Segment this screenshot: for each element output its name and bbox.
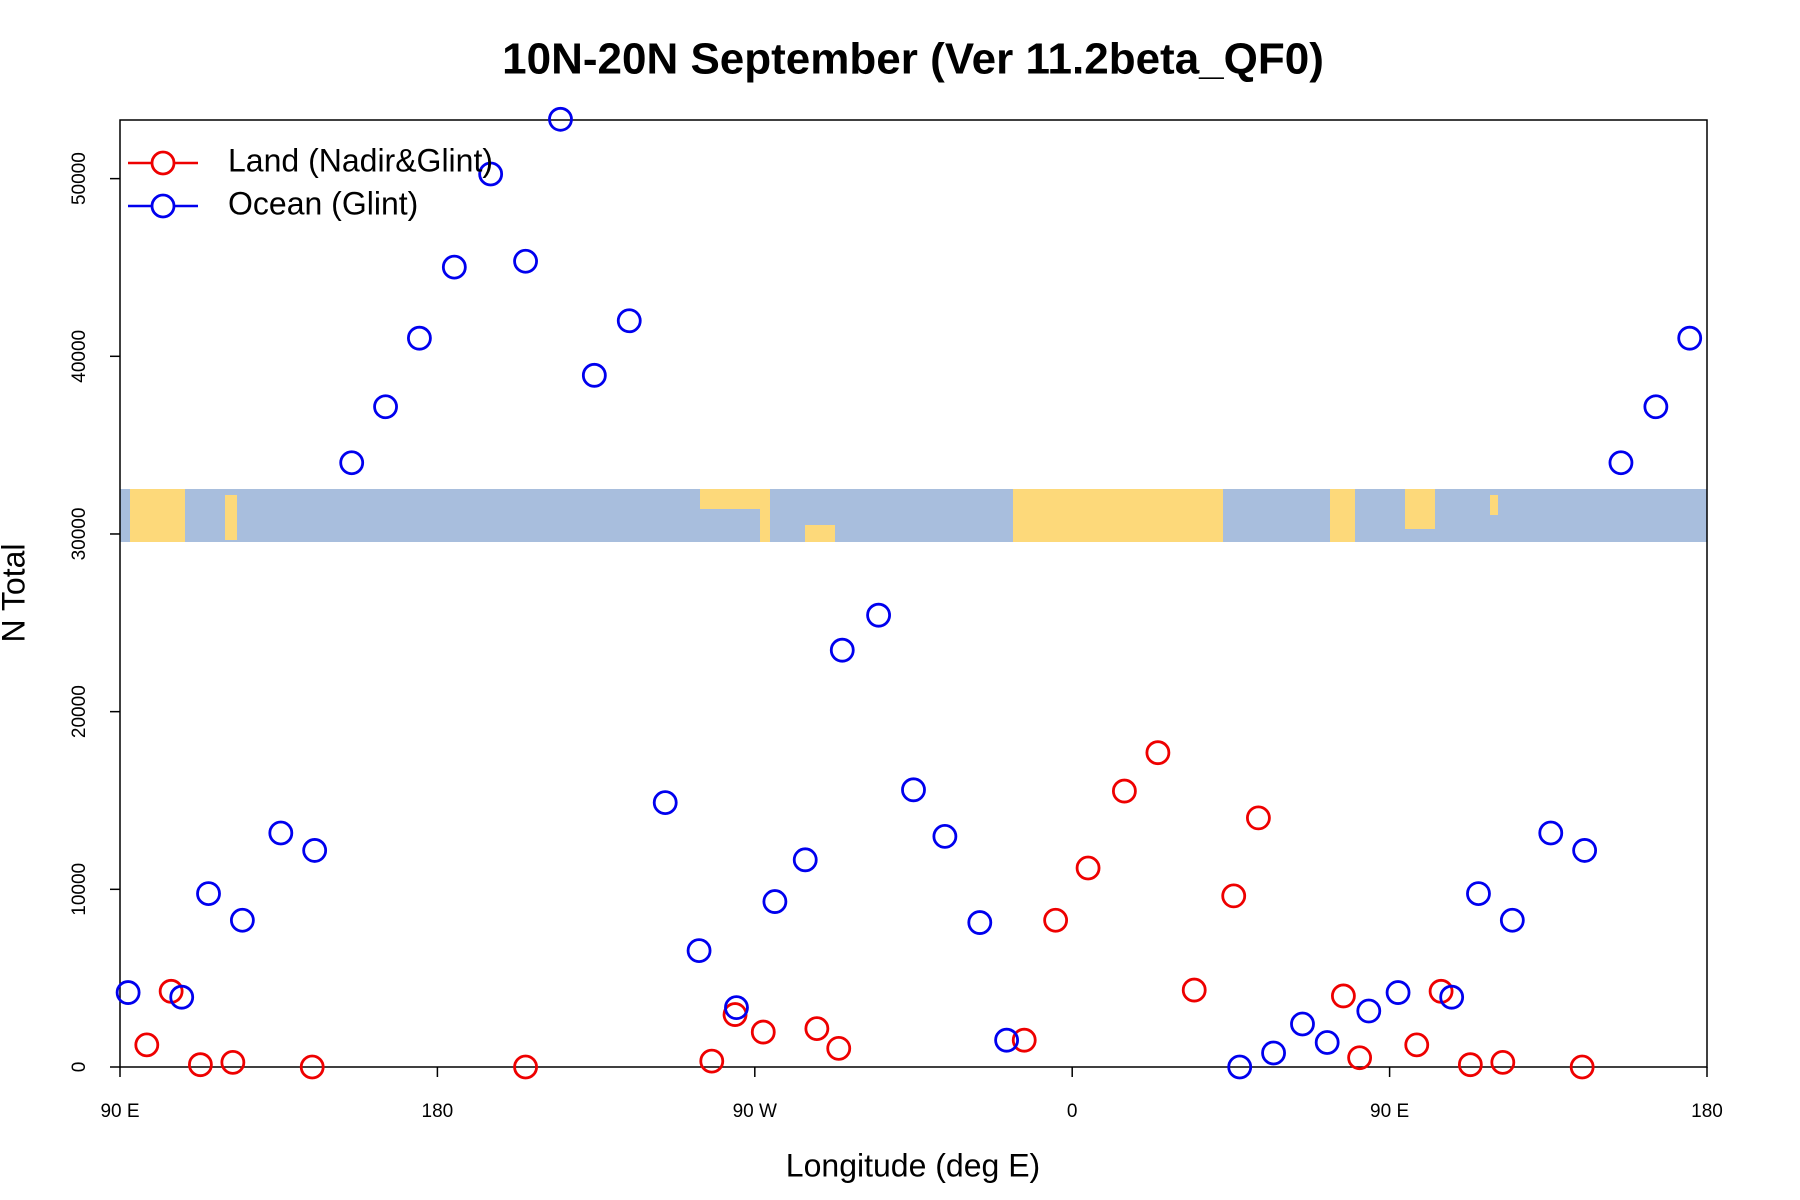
y-tick-label: 10000 [69, 863, 90, 916]
point [1439, 984, 1465, 1010]
point [373, 394, 398, 420]
point [724, 995, 749, 1021]
point [804, 1016, 830, 1042]
point [1246, 805, 1271, 831]
point [1499, 907, 1525, 933]
point [1227, 1054, 1253, 1080]
point [750, 1019, 776, 1045]
x-tick-label: 0 [1067, 1101, 1078, 1122]
y-tick-label: 50000 [69, 152, 90, 205]
point [1643, 394, 1669, 420]
chart-title: 10N-20N September (Ver 11.2beta_QF0) [502, 35, 1324, 84]
point [1331, 983, 1356, 1009]
point [407, 325, 432, 351]
point [1356, 998, 1382, 1024]
y-axis-title: N Total [0, 543, 31, 642]
point [169, 984, 195, 1010]
y-tick-label: 40000 [69, 330, 90, 383]
point [1677, 325, 1703, 351]
point [1457, 1052, 1483, 1078]
point [829, 637, 855, 663]
point [1011, 1027, 1037, 1053]
legend-marker [150, 193, 176, 219]
legend-label: Land (Nadir&Glint) [228, 142, 493, 178]
point [134, 1032, 160, 1058]
point [196, 881, 221, 906]
point [1111, 778, 1137, 804]
point [1538, 820, 1564, 846]
point [652, 790, 678, 816]
point [339, 450, 365, 476]
x-tick-label: 180 [1691, 1101, 1723, 1122]
point [792, 847, 818, 873]
point [302, 838, 328, 863]
point [901, 777, 926, 803]
point [686, 938, 712, 964]
y-tick-label: 30000 [69, 508, 90, 561]
legend-marker [150, 150, 176, 176]
plot-frame [119, 119, 1708, 1068]
point [1385, 980, 1411, 1005]
point [581, 362, 607, 388]
point [699, 1048, 725, 1074]
legend-label: Ocean (Glint) [228, 185, 418, 221]
point [1404, 1032, 1430, 1058]
point [866, 602, 891, 628]
x-tick-label: 90 W [733, 1101, 777, 1122]
point [1347, 1045, 1373, 1071]
point [762, 889, 788, 914]
point [1490, 1049, 1516, 1075]
point [220, 1049, 246, 1075]
point [1261, 1040, 1286, 1066]
point [441, 254, 467, 280]
y-tick-label: 20000 [69, 685, 90, 738]
point [1075, 855, 1101, 881]
y-tick-label: 0 [69, 1062, 90, 1073]
point [826, 1035, 852, 1061]
point [513, 248, 538, 274]
point [229, 907, 255, 933]
point [616, 308, 642, 334]
point [478, 161, 504, 187]
point [1466, 881, 1491, 906]
x-tick-label: 90 E [100, 1101, 139, 1122]
point [513, 1054, 538, 1080]
point [1043, 907, 1069, 933]
point [967, 910, 993, 935]
point [994, 1027, 1020, 1053]
point [115, 980, 141, 1005]
point [1181, 977, 1207, 1003]
point [1572, 838, 1598, 863]
point [188, 1052, 213, 1078]
x-tick-label: 90 E [1370, 1101, 1409, 1122]
map-strip [120, 489, 1707, 542]
point [1145, 740, 1171, 766]
point [1608, 450, 1634, 476]
point [1290, 1011, 1315, 1037]
x-axis-title: Longitude (deg E) [786, 1147, 1040, 1183]
x-tick-label: 180 [422, 1101, 454, 1122]
point [268, 820, 294, 846]
point [1569, 1054, 1595, 1080]
point [932, 823, 958, 849]
point [299, 1054, 325, 1080]
point [548, 106, 573, 132]
point [1314, 1030, 1340, 1055]
point [1221, 883, 1247, 909]
